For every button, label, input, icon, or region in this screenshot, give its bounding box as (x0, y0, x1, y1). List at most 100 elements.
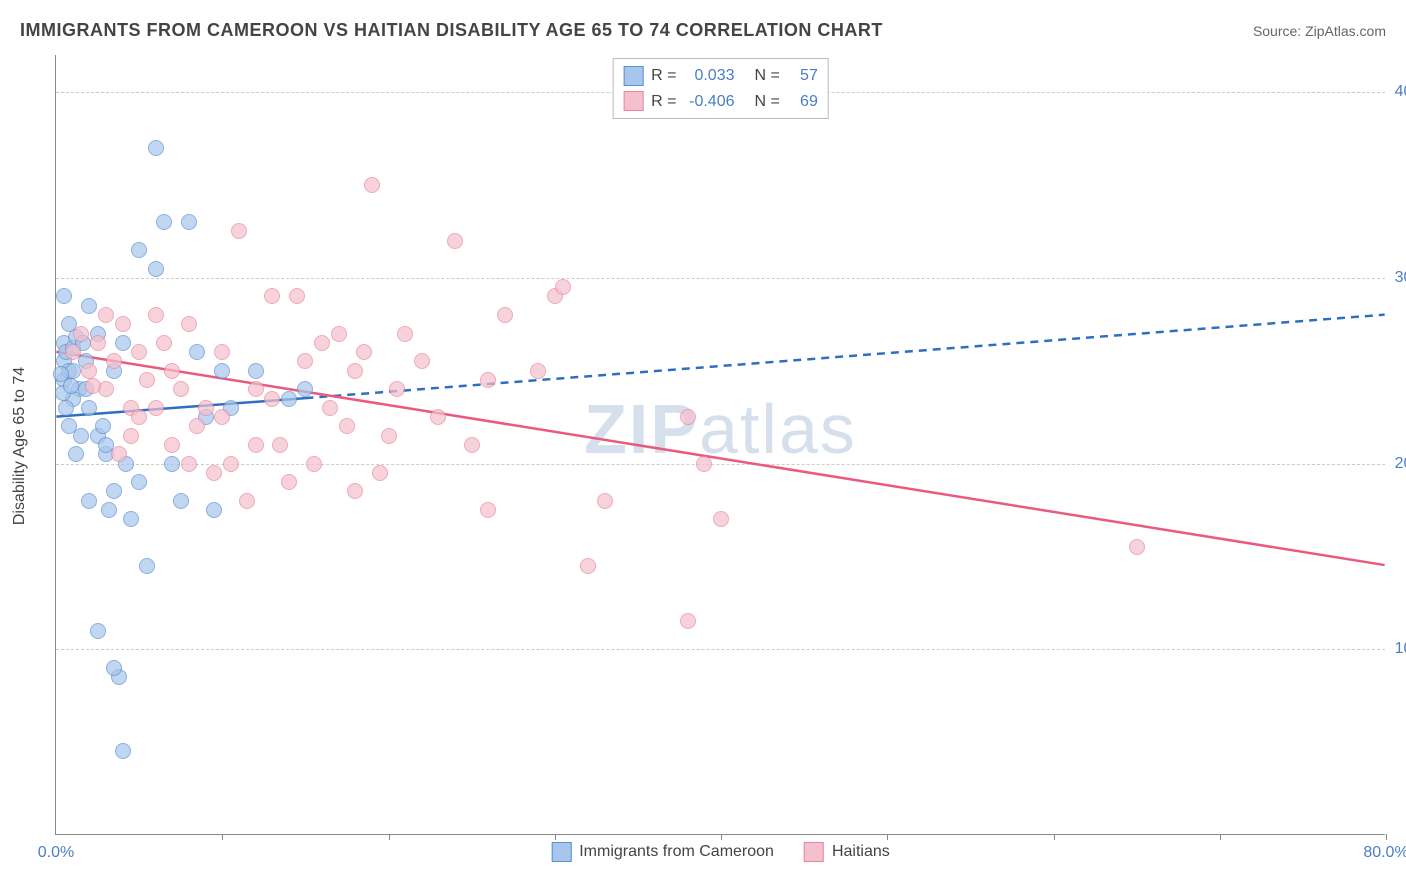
scatter-point (680, 613, 696, 629)
scatter-point (597, 493, 613, 509)
scatter-point (480, 502, 496, 518)
x-tick (389, 834, 390, 840)
scatter-point (139, 372, 155, 388)
scatter-point (281, 474, 297, 490)
scatter-point (81, 298, 97, 314)
legend-item-1: Haitians (804, 842, 890, 862)
n-value-1: 69 (788, 89, 818, 115)
scatter-point (356, 344, 372, 360)
scatter-point (156, 335, 172, 351)
scatter-point (297, 381, 313, 397)
scatter-point (68, 446, 84, 462)
scatter-point (106, 353, 122, 369)
x-tick (887, 834, 888, 840)
scatter-point (148, 400, 164, 416)
scatter-point (115, 335, 131, 351)
scatter-point (248, 381, 264, 397)
scatter-point (58, 400, 74, 416)
scatter-point (430, 409, 446, 425)
swatch-series-0-icon (551, 842, 571, 862)
gridline-h (56, 464, 1385, 465)
scatter-point (181, 214, 197, 230)
scatter-point (497, 307, 513, 323)
x-tick (555, 834, 556, 840)
scatter-point (198, 400, 214, 416)
scatter-point (347, 363, 363, 379)
scatter-point (696, 456, 712, 472)
gridline-h (56, 649, 1385, 650)
scatter-point (123, 428, 139, 444)
x-tick (1054, 834, 1055, 840)
scatter-point (148, 140, 164, 156)
watermark: ZIPatlas (584, 389, 857, 469)
scatter-point (85, 378, 101, 394)
scatter-point (264, 391, 280, 407)
scatter-point (73, 326, 89, 342)
header: IMMIGRANTS FROM CAMEROON VS HAITIAN DISA… (20, 20, 1386, 41)
scatter-point (98, 307, 114, 323)
scatter-point (289, 288, 305, 304)
scatter-point (115, 316, 131, 332)
x-tick-label: 80.0% (1363, 844, 1406, 862)
scatter-point (81, 400, 97, 416)
n-value-0: 57 (788, 63, 818, 89)
scatter-point (372, 465, 388, 481)
scatter-point (131, 242, 147, 258)
source-label: Source: ZipAtlas.com (1253, 23, 1386, 39)
scatter-point (414, 353, 430, 369)
x-tick (721, 834, 722, 840)
scatter-point (115, 743, 131, 759)
scatter-point (347, 483, 363, 499)
scatter-point (297, 353, 313, 369)
scatter-point (248, 437, 264, 453)
stats-legend: R = 0.033 N = 57 R = -0.406 N = 69 (612, 58, 829, 119)
scatter-point (389, 381, 405, 397)
scatter-point (239, 493, 255, 509)
plot-area: ZIPatlas R = 0.033 N = 57 R = -0.406 N =… (55, 55, 1385, 835)
scatter-point (306, 456, 322, 472)
stats-row-1: R = -0.406 N = 69 (623, 89, 818, 115)
scatter-point (189, 344, 205, 360)
scatter-point (56, 288, 72, 304)
scatter-point (322, 400, 338, 416)
scatter-point (680, 409, 696, 425)
legend-item-0: Immigrants from Cameroon (551, 842, 774, 862)
scatter-point (95, 418, 111, 434)
x-tick (222, 834, 223, 840)
scatter-point (397, 326, 413, 342)
swatch-series-0 (623, 66, 643, 86)
scatter-point (189, 418, 205, 434)
scatter-point (164, 456, 180, 472)
scatter-point (139, 558, 155, 574)
scatter-point (123, 511, 139, 527)
scatter-point (206, 502, 222, 518)
swatch-series-1-icon (804, 842, 824, 862)
r-value-1: -0.406 (685, 89, 735, 115)
scatter-point (173, 381, 189, 397)
scatter-point (339, 418, 355, 434)
y-tick-label: 20.0% (1395, 455, 1406, 473)
scatter-point (131, 344, 147, 360)
scatter-point (1129, 539, 1145, 555)
scatter-point (164, 437, 180, 453)
scatter-point (223, 456, 239, 472)
scatter-point (131, 409, 147, 425)
r-value-0: 0.033 (685, 63, 735, 89)
scatter-point (214, 409, 230, 425)
y-axis-label: Disability Age 65 to 74 (11, 367, 29, 525)
scatter-point (447, 233, 463, 249)
scatter-point (63, 378, 79, 394)
scatter-point (131, 474, 147, 490)
scatter-point (106, 660, 122, 676)
y-tick-label: 10.0% (1395, 640, 1406, 658)
scatter-point (464, 437, 480, 453)
scatter-point (81, 363, 97, 379)
scatter-point (90, 335, 106, 351)
scatter-point (90, 623, 106, 639)
scatter-point (480, 372, 496, 388)
scatter-point (555, 279, 571, 295)
scatter-point (364, 177, 380, 193)
scatter-point (164, 363, 180, 379)
scatter-point (580, 558, 596, 574)
scatter-point (713, 511, 729, 527)
